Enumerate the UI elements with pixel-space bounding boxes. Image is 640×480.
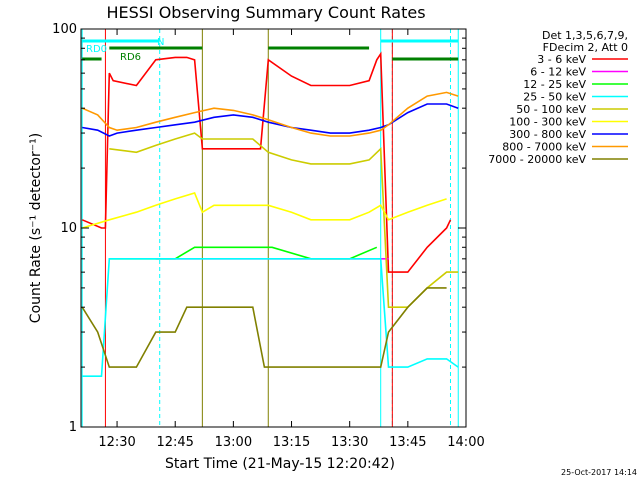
flag-label: N bbox=[157, 37, 164, 48]
x-tick-label: 14:00 bbox=[447, 435, 484, 450]
legend: Det 1,3,5,6,7,9,FDecim 2, Att 03 - 6 keV… bbox=[488, 29, 628, 166]
flag-label: RD0 bbox=[86, 44, 107, 55]
series-line bbox=[81, 91, 459, 137]
legend-label: 25 - 50 keV bbox=[523, 91, 586, 104]
legend-label: 6 - 12 keV bbox=[530, 66, 586, 79]
series-line bbox=[81, 51, 452, 273]
x-axis: 12:30 12:45 13:00 13:15 13:30 13:45 14:00 bbox=[98, 29, 485, 450]
y-tick-label: 1 bbox=[69, 420, 77, 435]
legend-label: 3 - 6 keV bbox=[537, 53, 586, 66]
legend-label: 50 - 100 keV bbox=[516, 103, 586, 116]
x-tick-label: 13:15 bbox=[273, 435, 310, 450]
legend-label: 7000 - 20000 keV bbox=[488, 153, 586, 166]
y-axis: 1 10 100 bbox=[52, 22, 466, 435]
x-tick-label: 13:00 bbox=[215, 435, 252, 450]
x-tick-label: 13:30 bbox=[331, 435, 368, 450]
x-axis-label: Start Time (21-May-15 12:20:42) bbox=[165, 456, 395, 472]
x-tick-label: 12:45 bbox=[156, 435, 193, 450]
legend-label: 300 - 800 keV bbox=[509, 128, 586, 141]
legend-label: 12 - 25 keV bbox=[523, 78, 586, 91]
plot-area: RD0 N RD6 bbox=[81, 29, 459, 427]
x-tick-label: 13:45 bbox=[389, 435, 426, 450]
y-tick-label: 10 bbox=[60, 221, 77, 236]
x-tick-label: 12:30 bbox=[98, 435, 135, 450]
legend-header: FDecim 2, Att 0 bbox=[543, 41, 628, 54]
legend-label: 800 - 7000 keV bbox=[502, 141, 586, 154]
flag-label: RD6 bbox=[120, 52, 141, 63]
series-line bbox=[82, 257, 459, 378]
series-line bbox=[109, 246, 378, 260]
series-line bbox=[82, 103, 459, 137]
y-axis-label: Count Rate (s⁻¹ detector⁻¹) bbox=[28, 133, 44, 323]
chart-title: HESSI Observing Summary Count Rates bbox=[106, 3, 425, 22]
series-line bbox=[81, 192, 447, 229]
y-tick-label: 100 bbox=[52, 22, 77, 37]
series-line bbox=[109, 132, 459, 309]
legend-header: Det 1,3,5,6,7,9, bbox=[542, 29, 628, 42]
series-line bbox=[81, 287, 447, 368]
legend-label: 100 - 300 keV bbox=[509, 116, 586, 129]
footer-timestamp: 25-Oct-2017 14:14 bbox=[561, 468, 637, 477]
